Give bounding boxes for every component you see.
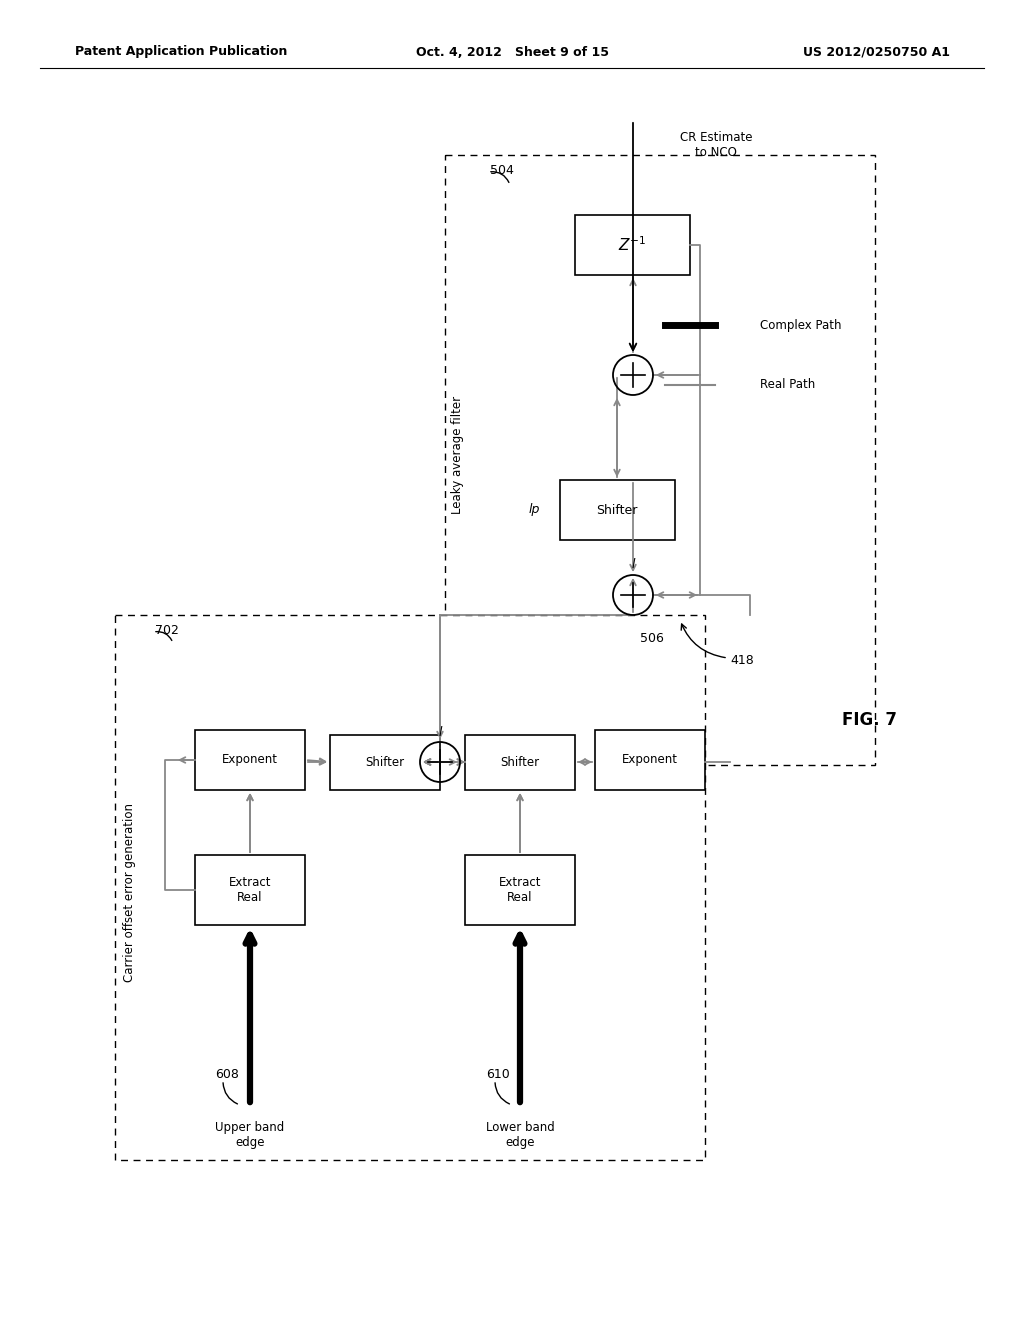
Bar (465, 735, 575, 789)
Text: 418: 418 (730, 653, 754, 667)
Text: $Z^{-1}$: $Z^{-1}$ (617, 236, 646, 255)
Text: 702: 702 (155, 623, 179, 636)
Text: Carrier offset error generation: Carrier offset error generation (124, 804, 136, 982)
Text: Complex Path: Complex Path (760, 318, 842, 331)
Text: Extract
Real: Extract Real (499, 876, 542, 904)
Text: l: l (438, 726, 441, 738)
Bar (115, 615, 705, 1160)
Text: Lower band
edge: Lower band edge (485, 1121, 554, 1148)
Text: 506: 506 (640, 631, 664, 644)
Text: l: l (631, 558, 635, 572)
Text: 610: 610 (486, 1068, 510, 1081)
Text: FIG. 7: FIG. 7 (843, 711, 897, 729)
Text: CR Estimate
to NCO: CR Estimate to NCO (680, 131, 753, 158)
Text: Patent Application Publication: Patent Application Publication (75, 45, 288, 58)
Bar (445, 154, 874, 766)
Text: Real Path: Real Path (760, 379, 815, 392)
Bar (575, 215, 690, 275)
Bar (195, 730, 305, 789)
Text: US 2012/0250750 A1: US 2012/0250750 A1 (803, 45, 950, 58)
Bar (330, 735, 440, 789)
Bar (560, 480, 675, 540)
Text: Upper band
edge: Upper band edge (215, 1121, 285, 1148)
Text: 504: 504 (490, 164, 514, 177)
Text: Leaky average filter: Leaky average filter (452, 396, 465, 513)
Text: Exponent: Exponent (222, 754, 278, 767)
Bar (645, 275, 870, 430)
Text: Shifter: Shifter (501, 755, 540, 768)
Bar (465, 855, 575, 925)
Text: Extract
Real: Extract Real (228, 876, 271, 904)
Text: Oct. 4, 2012   Sheet 9 of 15: Oct. 4, 2012 Sheet 9 of 15 (416, 45, 608, 58)
Text: Exponent: Exponent (622, 754, 678, 767)
Text: 608: 608 (215, 1068, 239, 1081)
Text: Shifter: Shifter (366, 755, 404, 768)
Text: lp: lp (528, 503, 540, 516)
Text: Shifter: Shifter (596, 503, 638, 516)
Bar (595, 730, 705, 789)
Bar (195, 855, 305, 925)
